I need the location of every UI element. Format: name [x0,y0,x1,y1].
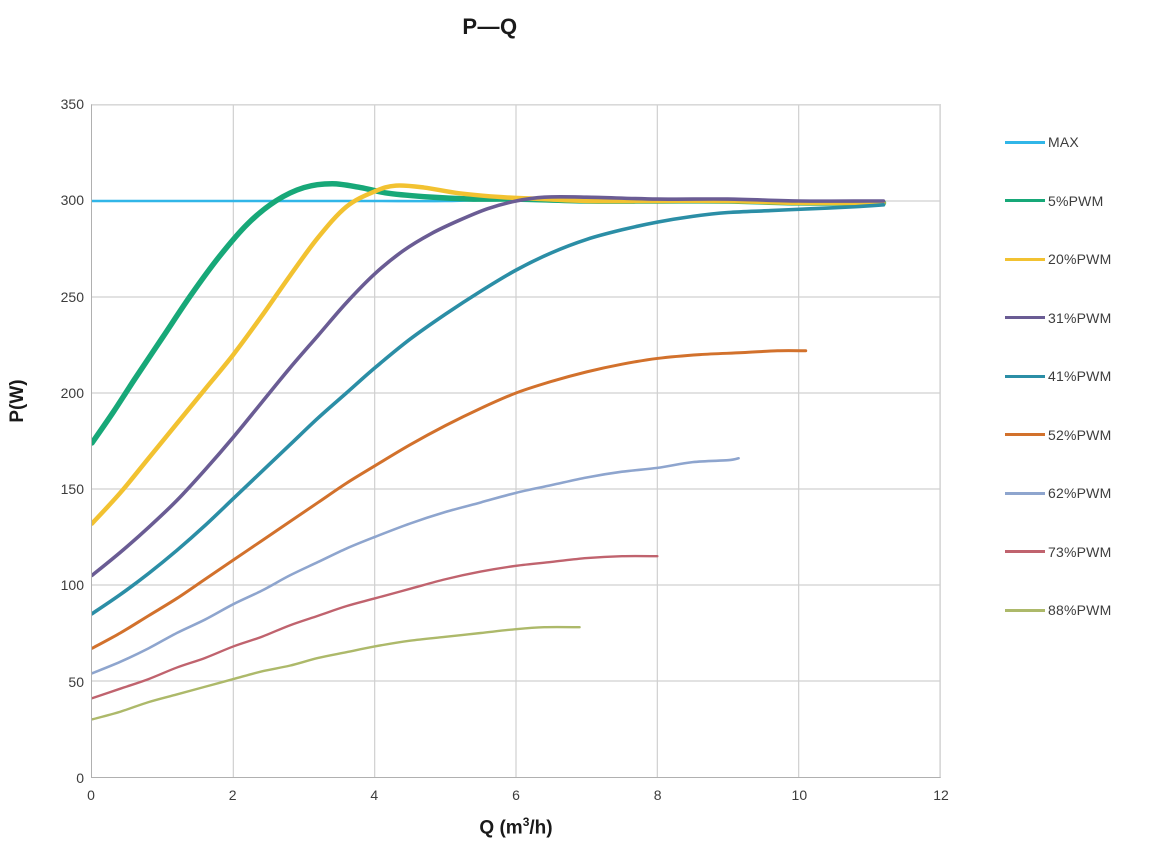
legend-label: 41%PWM [1048,368,1112,385]
y-tick-label: 150 [60,481,84,498]
legend-item[interactable]: 31%PWM [1005,289,1170,348]
x-axis-label: Q (m3/h) [91,815,941,839]
legend-item[interactable]: 5%PWM [1005,172,1170,231]
legend-swatch-icon [1005,316,1045,320]
legend-swatch-icon [1005,491,1045,495]
y-tick-label: 50 [68,673,84,690]
legend-label: 52%PWM [1048,426,1112,443]
legend-label: MAX [1048,134,1079,151]
x-axis-label-post: /h) [529,817,553,839]
series-line-31-pwm [92,194,886,578]
legend-swatch-icon [1005,550,1045,554]
y-tick-label: 0 [76,770,84,786]
legend-label: 31%PWM [1048,309,1112,326]
series-line-73-pwm [92,554,659,700]
legend-swatch-icon [1005,433,1045,437]
y-tick-label: 200 [60,384,84,401]
y-tick-label: 300 [60,192,84,209]
legend-swatch-icon [1005,199,1045,203]
legend-label: 73%PWM [1048,543,1112,560]
x-axis-label-pre: Q (m [479,817,523,839]
y-axis-tick-labels: 0 50 100 150 200 250 300 350 [14,96,84,786]
legend-swatch-icon [1005,140,1045,144]
legend-item[interactable]: 20%PWM [1005,230,1170,289]
chart-legend: MAX 5%PWM 20%PWM 31%PWM 41%PWM 52%PWM 62%PWM 73… [1005,113,1170,640]
x-axis-tick-labels: 0 2 4 6 8 10 12 [87,787,949,811]
plot-svg [92,105,940,777]
legend-swatch-icon [1005,257,1045,261]
gridlines [92,105,940,777]
legend-label: 5%PWM [1048,192,1104,209]
x-tick-label: 6 [512,787,520,803]
y-tick-label: 100 [60,577,84,594]
y-tick-label: 350 [60,96,84,112]
legend-item[interactable]: 88%PWM [1005,581,1170,640]
plot-area [91,104,941,778]
x-tick-label: 8 [653,787,662,803]
x-tick-label: 2 [228,787,237,803]
legend-label: 62%PWM [1048,485,1112,502]
x-tick-label: 4 [370,787,379,803]
series-line-41-pwm [92,203,886,616]
legend-swatch-icon [1005,608,1045,612]
y-tick-label: 250 [60,288,84,305]
legend-item[interactable]: 41%PWM [1005,347,1170,406]
legend-label: 88%PWM [1048,602,1112,619]
series-line-88-pwm [92,625,581,721]
legend-item[interactable]: 52%PWM [1005,406,1170,465]
x-tick-label: 0 [87,787,95,803]
x-tick-label: 12 [933,787,949,803]
legend-item[interactable]: 62%PWM [1005,464,1170,523]
series-lines [92,180,887,721]
series-line-62-pwm [92,456,740,675]
x-axis-label-exponent: 3 [522,815,530,829]
series-line-20-pwm [92,183,886,526]
legend-item[interactable]: MAX [1005,113,1170,172]
series-line-52-pwm [92,349,808,650]
x-tick-label: 10 [791,787,808,803]
legend-item[interactable]: 73%PWM [1005,523,1170,582]
legend-label: 20%PWM [1048,251,1112,268]
legend-swatch-icon [1005,374,1045,378]
chart-title: P—Q [462,14,518,39]
